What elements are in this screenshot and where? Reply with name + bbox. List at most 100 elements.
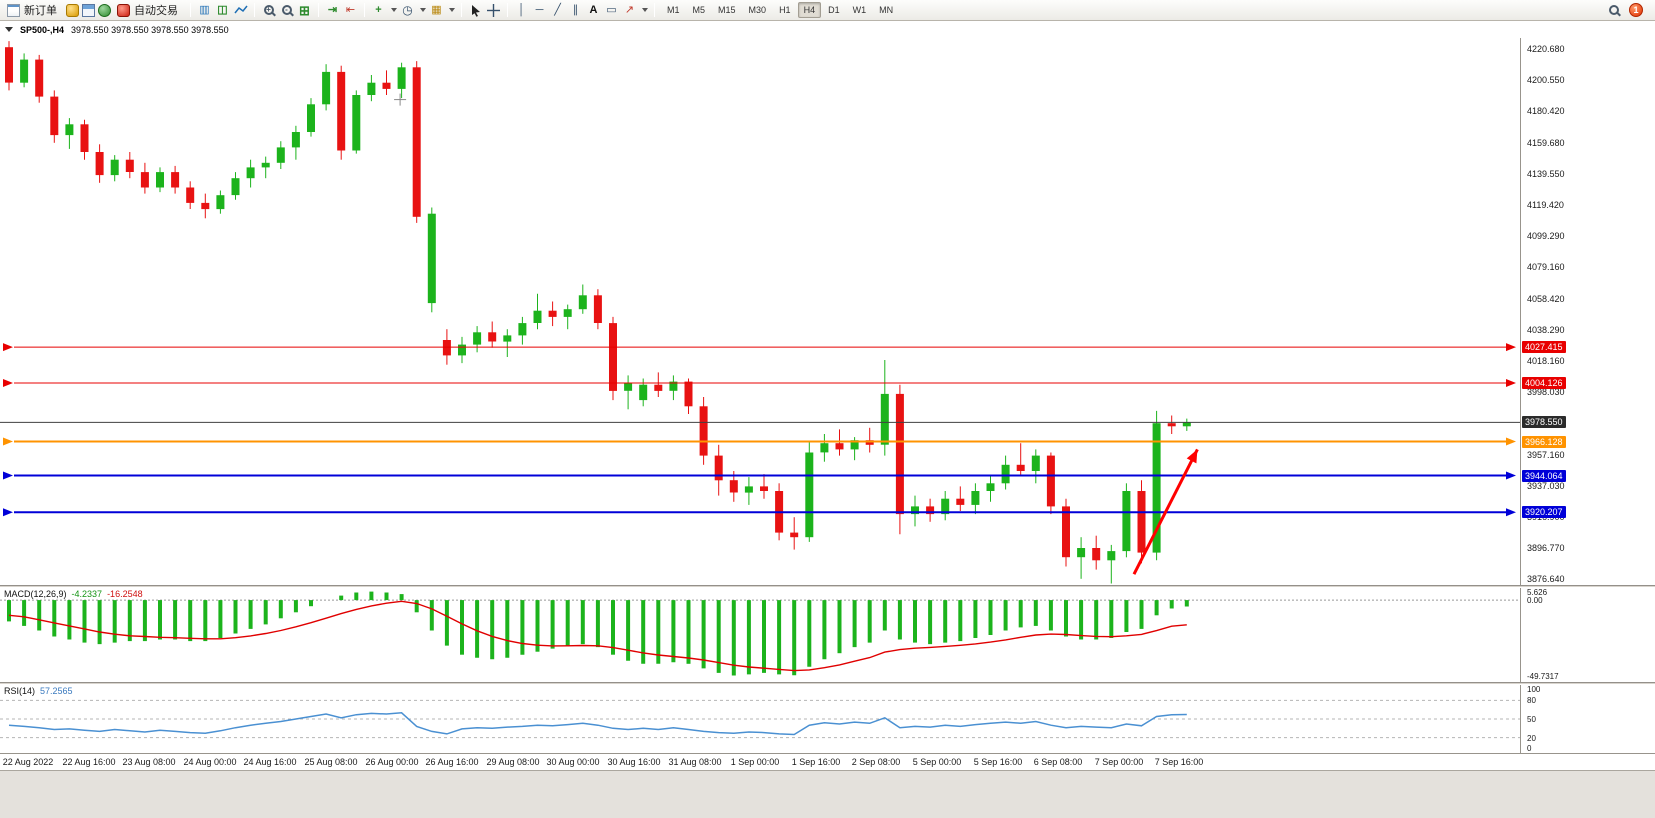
toolbar-divider [318, 3, 319, 17]
main-chart-plot[interactable] [0, 38, 1520, 585]
candlestick-canvas[interactable] [0, 38, 1520, 585]
time-axis-label: 26 Aug 00:00 [365, 757, 419, 767]
rsi-axis: 100 80 50 20 0 [1520, 685, 1655, 753]
macd-axis-label: 5.626 [1527, 588, 1548, 597]
channel-tool-icon[interactable]: ∥ [572, 3, 579, 16]
price-tick: 4159.680 [1527, 138, 1565, 148]
line-chart-icon[interactable] [233, 3, 248, 18]
level-price-badge[interactable]: 3920.207 [1522, 506, 1566, 518]
new-order-icon [7, 3, 20, 17]
time-axis-label: 5 Sep 00:00 [912, 757, 962, 767]
price-tick: 3876.640 [1527, 574, 1565, 584]
macd-value-main: -4.2337 [71, 589, 103, 599]
toolbar-divider [654, 3, 655, 17]
crosshair-tool-icon[interactable] [486, 3, 501, 18]
text-tool-icon[interactable]: A [589, 3, 598, 16]
price-tick: 4018.160 [1527, 356, 1565, 366]
timeframe-button-m5[interactable]: M5 [692, 5, 706, 15]
level-price-badge[interactable]: 4004.126 [1522, 377, 1566, 389]
candlestick-chart-icon[interactable]: ◫ [217, 3, 228, 16]
level-price-badge[interactable]: 3944.064 [1522, 470, 1566, 482]
time-axis-label: 23 Aug 08:00 [122, 757, 176, 767]
periods-caret[interactable] [420, 8, 426, 12]
price-tick: 4038.290 [1527, 325, 1565, 335]
symbol-period-label: SP500-,H4 [20, 24, 65, 35]
tile-windows-icon[interactable]: ⊞ [299, 2, 310, 18]
time-axis-label: 6 Sep 08:00 [1033, 757, 1083, 767]
horizontal-line-tool-icon[interactable]: ─ [535, 3, 544, 16]
time-axis-label: 29 Aug 08:00 [486, 757, 540, 767]
rsi-canvas[interactable] [0, 685, 1520, 753]
vertical-line-tool-icon[interactable]: │ [518, 3, 525, 16]
trendline-tool-icon[interactable]: ╱ [554, 3, 561, 16]
chart-info-bar: SP500-,H4 3978.550 3978.550 3978.550 397… [0, 21, 1655, 38]
time-axis-label: 31 Aug 08:00 [668, 757, 722, 767]
time-axis-label: 22 Aug 16:00 [62, 757, 116, 767]
macd-axis-label: 0.00 [1527, 596, 1543, 605]
timeframe-button-m1[interactable]: M1 [667, 5, 680, 15]
arrows-tool-icon[interactable]: ↗ [624, 3, 635, 16]
macd-panel[interactable]: MACD(12,26,9) -4.2337 -16.2548 [0, 588, 1520, 682]
new-order-label: 新订单 [24, 5, 57, 17]
rsi-axis-label: 20 [1527, 734, 1536, 743]
auto-scroll-icon[interactable]: ⇥ [327, 3, 338, 16]
rsi-panel[interactable]: RSI(14) 57.2565 [0, 685, 1520, 753]
panel-separator[interactable] [0, 682, 1655, 685]
rsi-value: 57.2565 [40, 686, 73, 696]
timeframe-button-mn[interactable]: MN [879, 5, 894, 15]
arrows-tool-caret[interactable] [642, 8, 648, 12]
bottom-strip [0, 770, 1655, 818]
bar-chart-icon[interactable]: ▥ [199, 3, 210, 16]
time-axis-label: 24 Aug 00:00 [183, 757, 237, 767]
price-tick: 4079.160 [1527, 262, 1565, 272]
time-axis-label: 2 Sep 08:00 [851, 757, 901, 767]
price-tick: 4220.680 [1527, 44, 1565, 54]
price-tick: 4180.420 [1527, 106, 1565, 116]
market-watch-icon[interactable] [82, 3, 95, 17]
add-indicator-caret[interactable] [391, 8, 397, 12]
profiles-icon[interactable] [66, 3, 79, 17]
macd-canvas[interactable] [0, 588, 1520, 682]
price-axis[interactable]: 4220.680 4200.550 4180.420 4159.680 4139.550… [1520, 38, 1655, 585]
time-axis-label: 25 Aug 08:00 [304, 757, 358, 767]
timeframe-button-m15[interactable]: M15 [718, 5, 736, 15]
rsi-axis-label: 80 [1527, 696, 1536, 705]
time-axis[interactable]: 22 Aug 2022 22 Aug 16:00 23 Aug 08:00 24 Au… [0, 753, 1655, 770]
zoom-out-icon[interactable]: - [279, 3, 294, 18]
rsi-header: RSI(14) 57.2565 [4, 686, 73, 696]
new-order-button[interactable]: 新订单 [4, 1, 63, 19]
cursor-tool-icon[interactable] [468, 3, 483, 18]
zoom-in-icon[interactable]: + [261, 3, 276, 18]
time-axis-label: 30 Aug 16:00 [607, 757, 661, 767]
timeframe-button-h1[interactable]: H1 [779, 5, 791, 15]
price-tick: 3957.160 [1527, 450, 1565, 460]
macd-header: MACD(12,26,9) -4.2337 -16.2548 [4, 589, 143, 599]
level-price-badge[interactable]: 4027.415 [1522, 341, 1566, 353]
level-price-badge[interactable]: 3966.128 [1522, 436, 1566, 448]
templates-icon[interactable]: ▦ [431, 3, 442, 16]
timeframe-button-m30[interactable]: M30 [748, 5, 767, 15]
chart-shift-icon[interactable]: ⇤ [345, 3, 356, 16]
price-tick: 4139.550 [1527, 169, 1565, 179]
templates-caret[interactable] [449, 8, 455, 12]
add-indicator-icon[interactable]: + [375, 3, 382, 16]
timeframe-button-h4[interactable]: H4 [797, 2, 822, 18]
periods-icon[interactable]: ◷ [402, 3, 413, 17]
timeframe-button-d1[interactable]: D1 [828, 5, 840, 15]
panel-separator[interactable] [0, 585, 1655, 588]
search-icon[interactable] [1606, 3, 1621, 18]
timeframe-button-w1[interactable]: W1 [852, 5, 867, 15]
rsi-axis-label: 100 [1527, 685, 1541, 694]
ohlc-values: 3978.550 3978.550 3978.550 3978.550 [71, 24, 229, 35]
navigator-icon[interactable] [98, 3, 111, 17]
collapse-caret-icon[interactable] [5, 27, 13, 32]
autotrading-button[interactable]: 自动交易 [114, 1, 184, 19]
bid-price-badge: 3978.550 [1522, 416, 1566, 428]
time-axis-label: 24 Aug 16:00 [243, 757, 297, 767]
notification-badge[interactable]: 1 [1629, 3, 1643, 17]
toolbar-divider [190, 3, 191, 17]
shapes-tool-icon[interactable]: ▭ [606, 3, 617, 16]
toolbar-divider [461, 3, 462, 17]
price-tick: 3998.030 [1527, 387, 1565, 397]
